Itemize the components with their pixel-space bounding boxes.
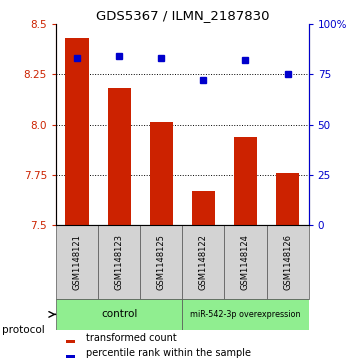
Bar: [266, 225, 309, 299]
Bar: [276, 173, 299, 225]
Text: GSM1148123: GSM1148123: [115, 234, 123, 290]
Bar: [150, 122, 173, 225]
Text: GSM1148125: GSM1148125: [157, 234, 166, 290]
Text: GSM1148121: GSM1148121: [73, 234, 82, 290]
Bar: [108, 88, 131, 225]
Text: protocol: protocol: [2, 325, 44, 335]
Bar: [234, 136, 257, 225]
Bar: [140, 225, 182, 299]
Text: miR-542-3p overexpression: miR-542-3p overexpression: [190, 310, 301, 319]
Text: transformed count: transformed count: [86, 334, 177, 343]
Bar: [56, 299, 182, 330]
Bar: [66, 355, 75, 358]
Text: GSM1148126: GSM1148126: [283, 234, 292, 290]
Bar: [65, 38, 88, 225]
Bar: [98, 225, 140, 299]
Text: GSM1148124: GSM1148124: [241, 234, 250, 290]
Text: control: control: [101, 309, 137, 319]
Bar: [182, 225, 225, 299]
Bar: [56, 225, 98, 299]
Title: GDS5367 / ILMN_2187830: GDS5367 / ILMN_2187830: [96, 9, 269, 23]
Text: GSM1148122: GSM1148122: [199, 234, 208, 290]
Text: percentile rank within the sample: percentile rank within the sample: [86, 348, 251, 358]
Bar: [66, 340, 75, 343]
Bar: [192, 191, 215, 225]
Bar: [182, 299, 309, 330]
Bar: [225, 225, 266, 299]
